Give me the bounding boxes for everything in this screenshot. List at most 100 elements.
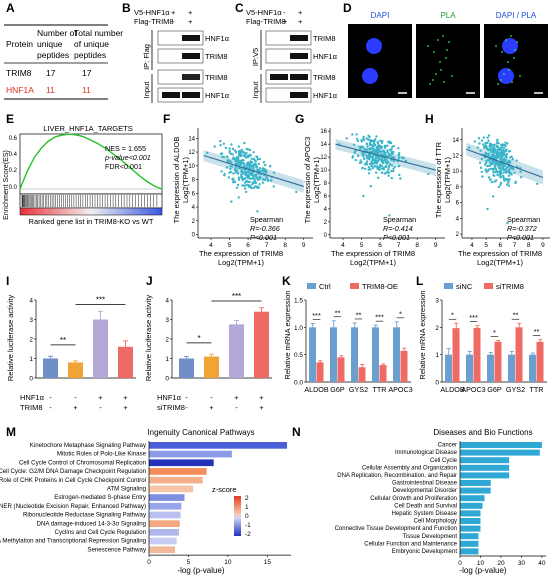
scatter-f-point [232,172,235,175]
scatter-h-point [486,141,489,145]
pathway-label: Estrogen-mediated S-phase Entry [54,494,147,501]
band-label-c-1: TRIM8 [313,34,336,43]
band-label-b-3: TRIM8 [205,73,228,82]
scatter-g-point [368,143,372,147]
gsea-ylabel: Enrichment Score(ES) [3,150,10,220]
scatter-g-stat-1: Spearman [383,215,416,224]
zscore-tick-4: -1 [245,522,251,529]
scatter-h-point [485,159,488,163]
cond-c-label-2: Flag-TRIM8 [246,17,286,26]
panel-m-pathways: Ingenuity Canonical Pathways -log (p-val… [0,428,291,575]
scatter-f-point [220,170,223,173]
mrna-l-ylabel: Relative mRNA expression [418,290,427,379]
lucif-i-ytick: 4 [29,298,33,305]
gsea-axes [19,133,163,195]
lucif-i-row2-value: + [73,403,78,412]
scatter-g-point [392,169,395,173]
scatter-f-point [254,174,257,177]
lucif-j-sig: *** [232,292,241,301]
scatter-g-point [377,176,380,179]
scatter-h-xlabel-1: The expression of TRIM8 [458,249,542,258]
mrna-k-bar [372,327,379,382]
table-header-total-1: Total number [74,28,123,38]
scatter-g-point [366,148,369,151]
scatter-g-point [376,142,380,145]
lucif-j-row1-value: - [185,393,188,402]
scatter-f-point [245,156,248,159]
scatter-g-point [357,154,360,158]
disease-label: Connective Tissue Development and Functi… [335,526,457,532]
scatter-f-point [230,200,233,203]
lucif-i-row1-value: + [98,393,103,402]
scatter-f-point [234,166,237,169]
scatter-h-point [504,177,508,181]
pla-dot [439,61,441,63]
scatter-f-point [248,148,252,152]
scatter-h-point [499,181,503,185]
scatter-g-point [351,156,354,159]
cond-b-label-2: Flag-TRIM8 [134,17,174,26]
scatter-g-point [365,143,369,146]
scatter-h-ytick: 14 [452,138,459,144]
pla-dot [432,79,434,81]
panel-letter-m: M [6,425,16,439]
mrna-k-sig: *** [375,313,384,322]
scatter-f-point [242,162,245,165]
scatter-h-point [502,147,506,150]
pathway-label: Kinetochore Metaphase Signaling Pathway [30,442,147,449]
scatter-g-point [359,159,362,162]
lucif-i-row2-label: TRIM8 [20,403,43,412]
legend-l-sitrim8-swatch [484,283,493,289]
scatter-f-point [252,151,255,154]
scatter-g-xlabel-1: The expression of TRIM8 [331,249,415,258]
gsea-es-curve [19,133,163,190]
mrna-l-category: G6P [487,385,502,394]
scatter-f-ytick: 12 [188,150,195,156]
panel-letter-j: J [146,274,153,288]
scatter-g-ytick: 14 [320,142,327,148]
scatter-f-point [258,177,261,181]
panel-f-scatter: The expression of ALDOB Log2(TPM+1) The … [172,128,313,267]
pathway-bar [149,546,176,554]
scatter-g-xlabel-2: Log2(TPM+1) [350,258,397,267]
mrna-k-bar [316,362,324,382]
mrna-k-bar [400,350,408,382]
dbf-xtick: 0 [458,560,462,567]
scatter-f-point [250,186,253,190]
scatter-h-point [497,185,501,189]
scatter-g-point [370,164,373,167]
scatter-g-stat-3: P<0.001 [383,233,410,242]
pla-dot [443,81,445,83]
pathway-bar [149,476,203,484]
scatter-f-point [224,146,227,150]
scatter-h-point [502,166,505,170]
scatter-g-ytick: 0 [324,233,328,239]
scatter-g-point [389,163,392,166]
scatter-f-point [230,160,233,164]
table-header-protein: Protein [6,39,33,49]
panel-g-scatter: The expression of APOC3 Log2(TPM+1) The … [303,128,445,267]
scatter-f-xlabel-2: Log2(TPM+1) [218,258,265,267]
scatter-g-point [388,214,391,217]
scatter-h-point [494,168,498,171]
scatter-g-ytick: 6 [324,194,328,200]
blot-c-4 [265,87,312,103]
scatter-g-point [375,159,379,163]
scatter-h-point [493,148,496,151]
scatter-g-point [390,176,393,180]
scatter-g-point [362,135,365,139]
panel-letter-l: L [416,274,423,288]
scatter-h-point [510,173,513,176]
scatter-f-point [231,153,234,156]
scatter-g-point [362,137,365,141]
scatter-g-point [365,157,369,160]
scatter-h-point [515,159,518,162]
scatter-f-point [265,175,268,178]
scatter-h-point [494,171,497,174]
blot-b-3 [157,69,204,85]
ipa-xtick: 10 [224,559,232,566]
disease-label: Tissue Development [403,534,458,540]
disease-bar [460,442,542,448]
scatter-h-point [489,142,492,145]
